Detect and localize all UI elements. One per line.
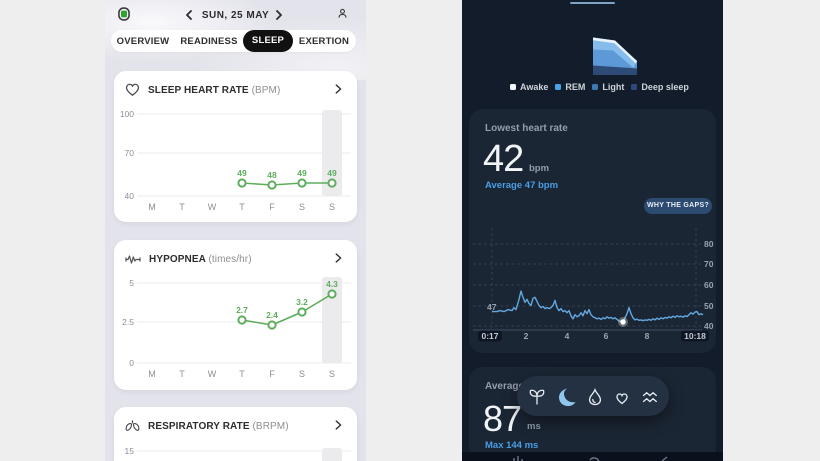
svg-text:F: F [269,369,275,379]
svg-text:2.4: 2.4 [266,310,278,320]
svg-text:100: 100 [120,109,134,119]
svg-text:70: 70 [125,148,135,158]
svg-text:T: T [179,369,185,379]
svg-text:60: 60 [704,280,714,290]
svg-text:W: W [208,369,217,379]
svg-text:10:18: 10:18 [684,331,706,341]
svg-text:S: S [299,369,305,379]
svg-text:40: 40 [125,191,135,201]
svg-text:2.7: 2.7 [236,305,248,315]
svg-text:49: 49 [237,168,247,178]
svg-text:15: 15 [125,446,135,456]
svg-text:0: 0 [129,358,134,368]
svg-text:T: T [239,369,245,379]
svg-text:5: 5 [129,278,134,288]
svg-text:49: 49 [297,168,307,178]
svg-text:T: T [179,202,185,212]
svg-text:2: 2 [524,331,529,341]
svg-text:8: 8 [645,331,650,341]
svg-text:70: 70 [704,259,714,269]
svg-text:6: 6 [604,331,609,341]
svg-text:4: 4 [565,331,570,341]
svg-text:M: M [148,369,156,379]
svg-text:W: W [208,202,217,212]
svg-text:S: S [329,202,335,212]
svg-text:80: 80 [704,239,714,249]
svg-text:40: 40 [704,321,714,331]
svg-text:47: 47 [487,302,497,312]
svg-text:48: 48 [267,170,277,180]
svg-text:2.5: 2.5 [122,317,134,327]
svg-text:3.2: 3.2 [296,297,308,307]
svg-text:4.3: 4.3 [326,279,338,289]
svg-text:S: S [329,369,335,379]
svg-text:F: F [269,202,275,212]
svg-text:49: 49 [327,168,337,178]
svg-text:0:17: 0:17 [481,331,498,341]
svg-text:S: S [299,202,305,212]
svg-text:M: M [148,202,156,212]
svg-text:T: T [239,202,245,212]
svg-text:50: 50 [704,301,714,311]
